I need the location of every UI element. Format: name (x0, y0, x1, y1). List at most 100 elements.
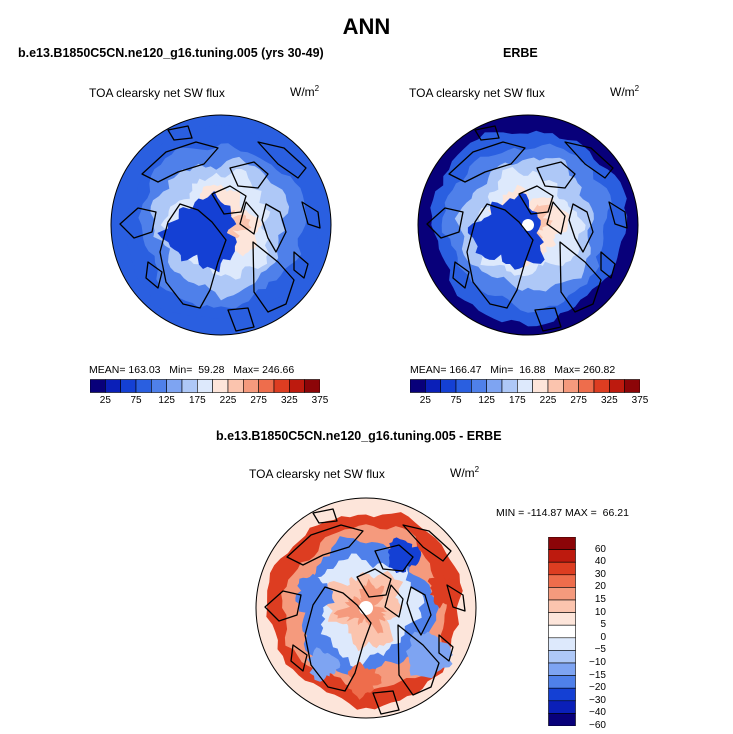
colorbar-swatch (90, 379, 106, 393)
coastline (211, 185, 247, 215)
coastline (564, 141, 614, 179)
coastline (474, 125, 500, 141)
colorbar-tick-label: 325 (280, 395, 298, 406)
model-stats: MEAN= 163.03 Min= 59.28 Max= 246.66 (89, 364, 295, 376)
diff-max-value: 66.21 (602, 507, 629, 519)
colorbar-swatch (471, 379, 487, 393)
diff-units: W/m2 (450, 465, 480, 480)
coastline (252, 241, 295, 313)
coastline (426, 207, 464, 239)
colorbar-swatch (548, 549, 576, 563)
colorbar-swatch (609, 379, 625, 393)
model-units: W/m2 (290, 84, 320, 99)
diff-colorbar-labels: 60 40 30 20 15 10 5 0 −5 −10 −15 −20 −30 −40 −60 (580, 537, 620, 731)
colorbar-swatch (258, 379, 275, 393)
colorbar-tick-label: 75 (130, 395, 142, 406)
colorbar-tick-label: 75 (450, 395, 462, 406)
colorbar-tick-label: −15 (589, 669, 606, 681)
colorbar-swatch (548, 650, 576, 664)
colorbar-swatch (532, 379, 549, 393)
coastline (141, 141, 219, 183)
map-border (255, 497, 477, 719)
model-colorbar (90, 379, 320, 393)
colorbar-tick-label: 15 (594, 594, 606, 605)
coastline (600, 251, 616, 279)
colorbar-swatch (501, 379, 518, 393)
colorbar-swatch (548, 599, 576, 613)
colorbar-swatch (578, 379, 595, 393)
colorbar-swatch (548, 561, 576, 576)
colorbar-swatch (548, 687, 576, 702)
colorbar-swatch (197, 379, 213, 393)
colorbar-swatch (548, 537, 576, 550)
colorbar-tick-label: 325 (600, 395, 618, 406)
colorbar-swatch (548, 713, 576, 726)
coastline (286, 524, 364, 566)
colorbar-tick-label: −10 (589, 657, 606, 668)
colorbar-swatch (593, 379, 610, 393)
coastline (167, 125, 193, 141)
coastline (406, 586, 432, 636)
obs-variable-label: TOA clearsky net SW flux (409, 86, 545, 100)
coastline (536, 161, 576, 189)
colorbar-swatch (151, 379, 167, 393)
coastline (301, 201, 321, 229)
colorbar-tick-label: 375 (631, 395, 649, 406)
colorbar-swatch (548, 700, 576, 714)
model-polar-map (110, 114, 332, 336)
coastline (356, 568, 392, 598)
colorbar-tick-label: −20 (589, 682, 606, 694)
obs-polar-map (417, 114, 639, 336)
coastline (227, 307, 255, 332)
diff-panel-title: b.e13.B1850C5CN.ne120_g16.tuning.005 - E… (216, 429, 502, 443)
colorbar-swatch (548, 637, 576, 651)
colorbar-swatch (227, 379, 244, 393)
model-panel-title: b.e13.B1850C5CN.ne120_g16.tuning.005 (yr… (18, 46, 324, 60)
coastline (534, 307, 562, 332)
colorbar-swatch (243, 379, 259, 393)
colorbar-swatch (105, 379, 121, 393)
obs-colorbar-labels: 25 75 125 175 225 275 325 375 (410, 395, 649, 409)
colorbar-tick-label: 225 (219, 395, 237, 406)
colorbar-swatch (547, 379, 564, 393)
colorbar-tick-label: 0 (600, 631, 606, 643)
coastline (229, 161, 269, 189)
coastline (448, 141, 526, 183)
model-colorbar-labels: 25 75 125 175 225 275 325 375 (90, 395, 329, 409)
obs-mean-value: 166.47 (449, 364, 482, 376)
colorbar-tick-label: 5 (600, 619, 606, 631)
colorbar-tick-label: 275 (250, 395, 267, 406)
coastline (518, 185, 554, 215)
colorbar-tick-label: 375 (311, 395, 329, 406)
colorbar-tick-label: 20 (594, 581, 606, 593)
colorbar-swatch (548, 612, 576, 626)
colorbar-swatch (425, 379, 441, 393)
colorbar-swatch (440, 379, 457, 393)
diff-colorbar (548, 537, 576, 726)
colorbar-swatch (181, 379, 198, 393)
model-min-value: 59.28 (198, 364, 225, 376)
model-max-value: 246.66 (262, 364, 295, 376)
colorbar-swatch (304, 379, 320, 393)
coastline (452, 261, 470, 289)
obs-max-value: 260.82 (583, 364, 616, 376)
coastline (159, 203, 227, 309)
colorbar-tick-label: −60 (589, 720, 606, 731)
colorbar-swatch (548, 624, 576, 639)
coastline (239, 201, 259, 235)
greenland-low-flux-region (157, 190, 237, 273)
colorbar-swatch (517, 379, 533, 393)
colorbar-swatch (410, 379, 426, 393)
anomaly-patch (427, 574, 461, 609)
model-variable-label: TOA clearsky net SW flux (89, 86, 225, 100)
colorbar-swatch (548, 587, 576, 601)
colorbar-swatch (563, 379, 579, 393)
colorbar-swatch (120, 379, 137, 393)
colorbar-swatch (455, 379, 472, 393)
coastline (446, 584, 466, 612)
colorbar-tick-label: 275 (570, 395, 587, 406)
colorbar-tick-label: 30 (594, 568, 606, 580)
coastline (257, 141, 307, 179)
colorbar-tick-label: 125 (158, 395, 175, 406)
colorbar-swatch (135, 379, 152, 393)
